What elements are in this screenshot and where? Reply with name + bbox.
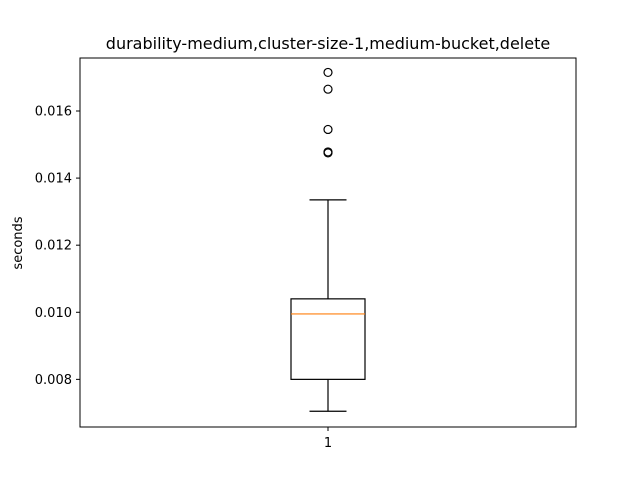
x-tick-label: 1 <box>324 436 332 451</box>
chart-title: durability-medium,cluster-size-1,medium-… <box>106 34 550 53</box>
iqr-box <box>290 298 366 380</box>
y-tick-label: 0.016 <box>35 105 72 120</box>
outlier-point <box>323 67 333 78</box>
y-tick-label: 0.012 <box>35 239 72 254</box>
y-tick-label: 0.010 <box>35 306 72 321</box>
outlier-point <box>323 148 333 158</box>
y-tick-label: 0.014 <box>35 172 72 187</box>
y-tick-label: 0.008 <box>35 373 72 388</box>
outlier-point <box>323 124 333 135</box>
outlier-point <box>323 84 333 94</box>
y-axis-label: seconds <box>11 216 26 269</box>
plot-area: 0.008 0.010 0.012 0.014 0.016 1 <box>35 57 577 451</box>
